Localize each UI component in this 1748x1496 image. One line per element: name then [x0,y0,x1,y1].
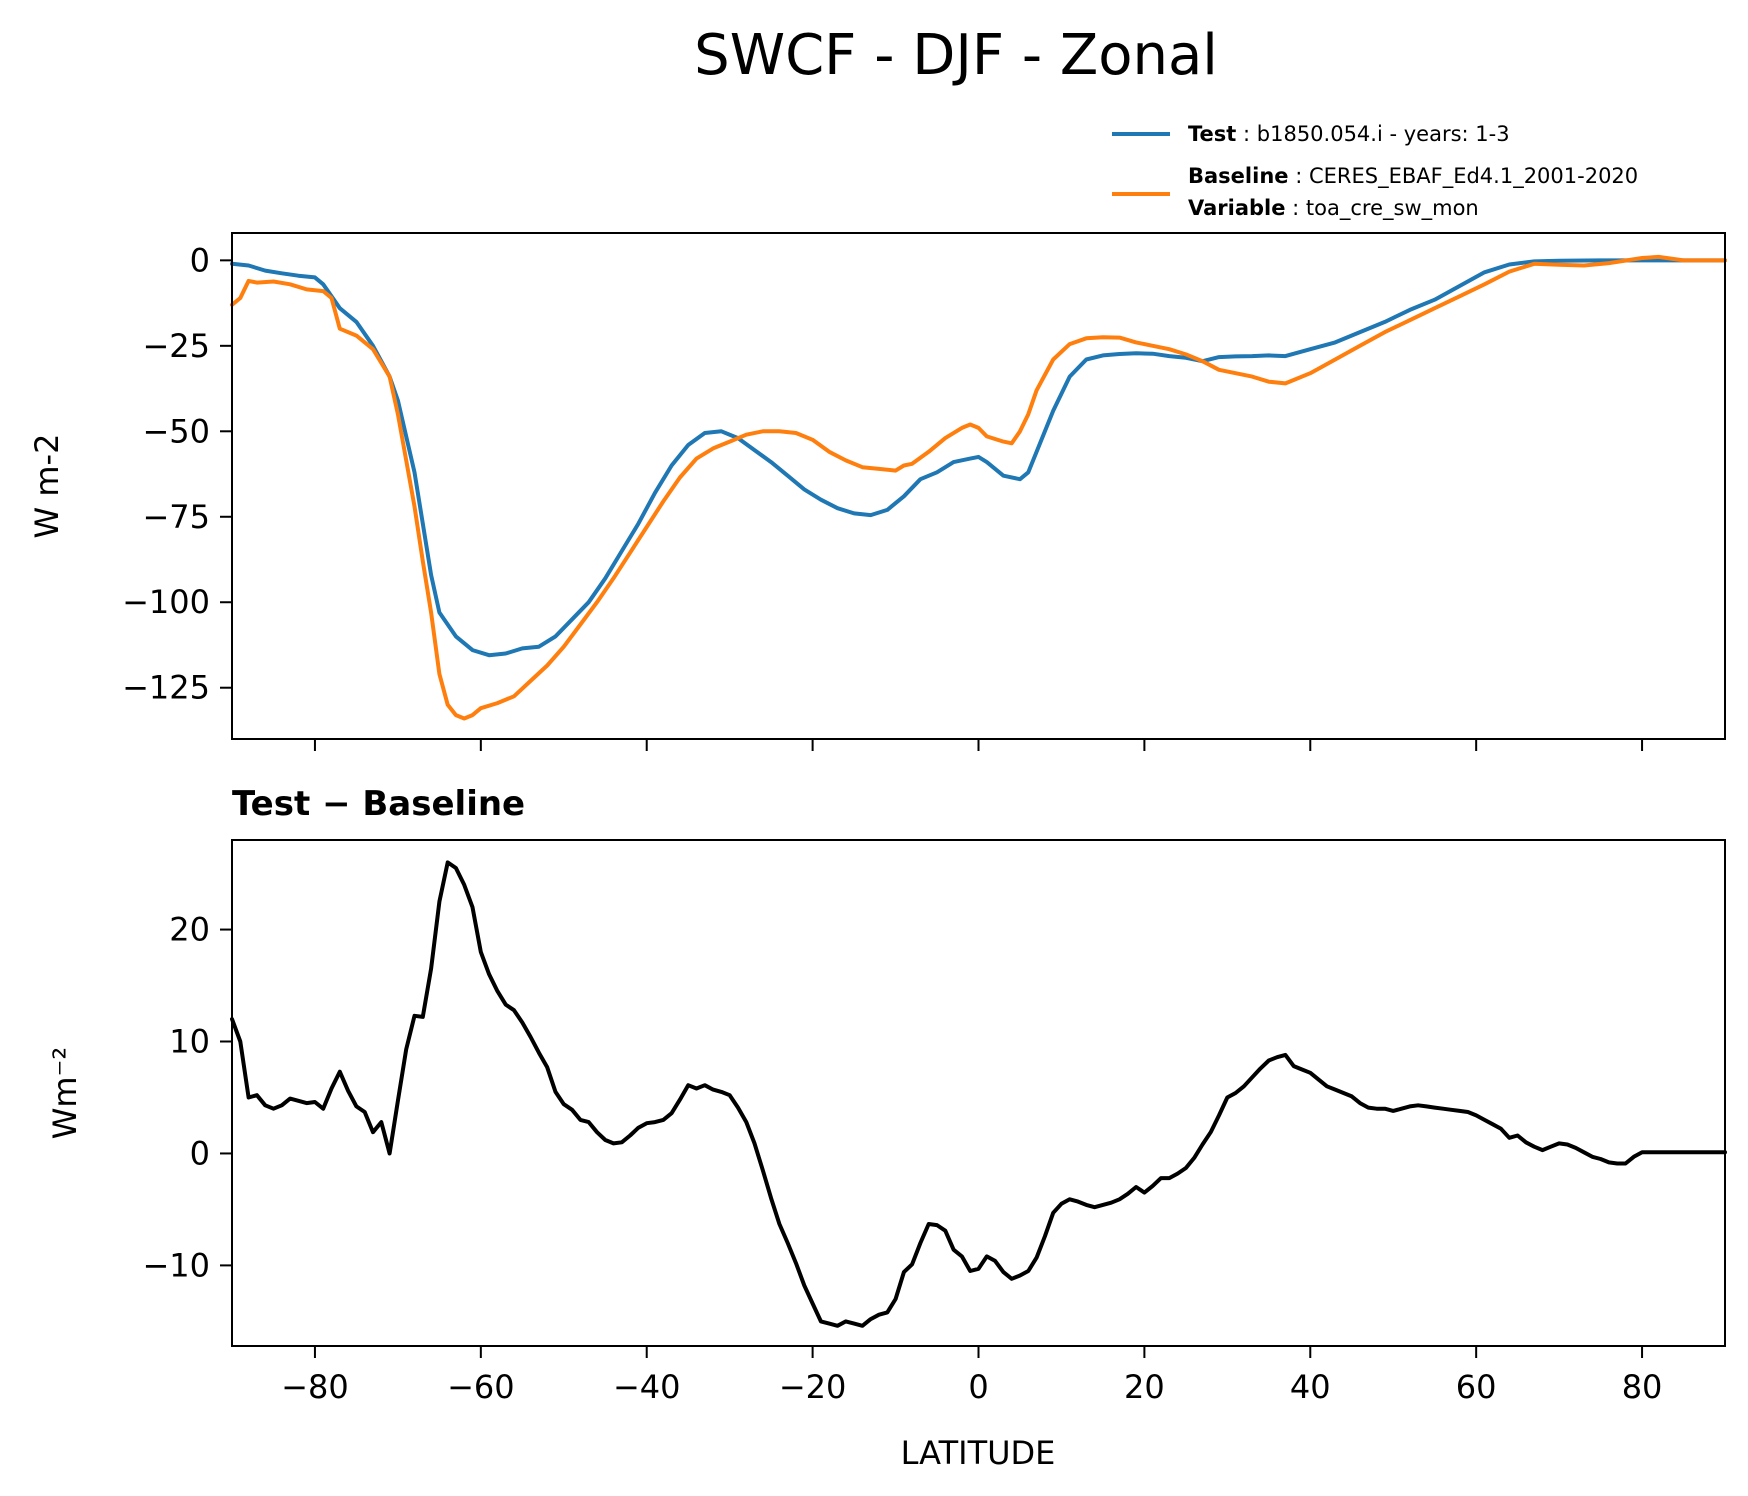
y-tick-label: 0 [190,241,210,279]
bottom-panel-title: Test − Baseline [232,784,525,824]
y-tick-label: −75 [142,498,210,536]
y-tick-label: −25 [142,327,210,365]
x-tick-label: −40 [613,1368,681,1406]
legend: Test : b1850.054.i - years: 1-3 Baseline… [1112,122,1638,221]
x-tick-label: −60 [447,1368,515,1406]
x-tick-label: 80 [1622,1368,1663,1406]
legend-baseline-entry: Baseline : CERES_EBAF_Ed4.1_2001-2020 [1188,164,1638,189]
x-tick-label: 60 [1456,1368,1497,1406]
bottom-panel-lines [230,860,1727,1328]
legend-variable-entry: Variable : toa_cre_sw_mon [1188,196,1479,221]
y-tick-label: 0 [190,1134,210,1172]
bottom-panel-ticks: −80 −60 −40 −20 0 20 40 60 80 20 10 0 −10 [142,911,1662,1406]
bottom-panel: Test − Baseline −80 −60 −40 −20 0 20 40 60 80 20 1… [46,784,1727,1472]
baseline-series-line [230,254,1727,721]
y-tick-label: −125 [122,669,210,707]
bottom-panel-ylabel: Wm⁻² [46,1047,84,1140]
difference-series-line [230,860,1727,1328]
y-tick-label: −10 [142,1246,210,1284]
x-tick-label: 0 [968,1368,988,1406]
y-tick-label: −50 [142,412,210,450]
x-tick-label: −80 [281,1368,349,1406]
x-tick-label: 40 [1290,1368,1331,1406]
x-tick-label: 20 [1124,1368,1165,1406]
x-tick-label: −20 [779,1368,847,1406]
top-panel-ylabel: W m-2 [28,434,66,539]
y-tick-label: −100 [122,583,210,621]
top-panel: 0 −25 −50 −75 −100 −125 W m-2 [28,232,1727,751]
legend-test-entry: Test : b1850.054.i - years: 1-3 [1188,122,1510,146]
y-tick-label: 20 [169,911,210,949]
top-panel-frame [231,232,1726,740]
bottom-panel-xlabel: LATITUDE [901,1434,1056,1472]
bottom-panel-frame [231,839,1726,1347]
figure-title: SWCF - DJF - Zonal [694,23,1218,88]
top-panel-ticks: 0 −25 −50 −75 −100 −125 [122,241,1644,751]
top-panel-lines [230,254,1727,721]
test-series-line [230,258,1727,658]
y-tick-label: 10 [169,1023,210,1061]
